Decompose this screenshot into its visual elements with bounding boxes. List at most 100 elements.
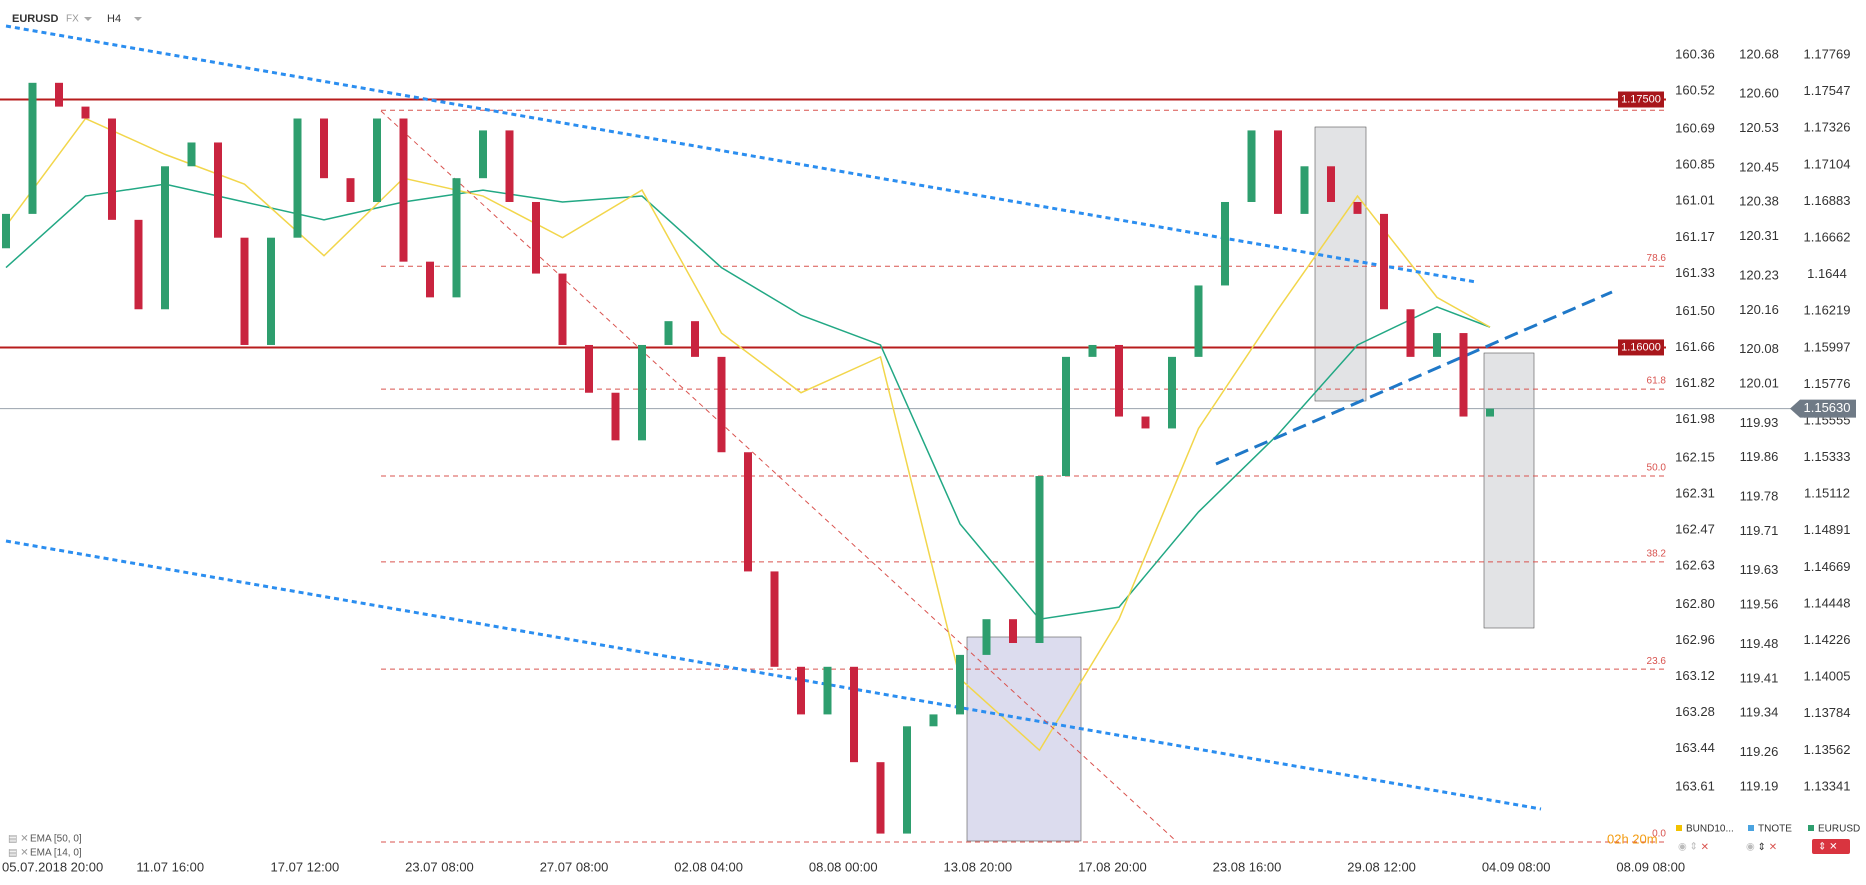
fib-label: 0.0 xyxy=(1652,829,1666,840)
y-tick-label: 1.13784 xyxy=(1804,705,1851,720)
candle-body xyxy=(850,666,858,763)
y-tick-label: 119.86 xyxy=(1740,449,1779,464)
y-tick-label: 119.71 xyxy=(1740,523,1779,538)
y-tick-label: 120.45 xyxy=(1739,159,1779,174)
candle-body xyxy=(240,237,249,345)
candle-body xyxy=(585,344,593,393)
trend-line xyxy=(5,539,1542,811)
last-price-bg xyxy=(1790,399,1856,418)
candle-body xyxy=(1062,356,1070,477)
candle-body xyxy=(1274,130,1282,214)
candle-body xyxy=(2,213,10,249)
legend-icon[interactable]: ▤ ✕ xyxy=(8,834,29,845)
trend-line xyxy=(1215,290,1613,466)
level-label-bg xyxy=(1618,339,1664,356)
y-tick-label: 1.16883 xyxy=(1804,193,1851,208)
candle-body xyxy=(1168,356,1176,429)
y-tick-label: 162.31 xyxy=(1675,486,1715,501)
y-tick-label: 1.13341 xyxy=(1804,778,1851,793)
y-tick-label: 161.82 xyxy=(1675,375,1715,390)
x-tick-label: 13.08 20:00 xyxy=(943,859,1012,874)
x-tick-label: 17.08 20:00 xyxy=(1078,859,1147,874)
candle-body xyxy=(691,321,699,357)
x-tick-label: 08.09 08:00 xyxy=(1616,859,1685,874)
candles xyxy=(2,82,1494,834)
level-label: 1.16000 xyxy=(1621,341,1661,353)
y-tick-label: 120.01 xyxy=(1739,376,1779,391)
candle-body xyxy=(426,261,434,298)
candle-body xyxy=(744,452,752,572)
candle-body xyxy=(1459,333,1468,417)
y-tick-label: 161.01 xyxy=(1675,193,1715,208)
y-tick-label: 160.52 xyxy=(1675,82,1715,97)
y-tick-label: 119.78 xyxy=(1740,489,1779,504)
instrument-swatch xyxy=(1676,825,1682,831)
y-tick-label: 163.61 xyxy=(1675,778,1715,793)
range-box xyxy=(1483,352,1535,629)
candle-body xyxy=(187,142,196,167)
range-box xyxy=(1314,126,1367,402)
legend-entry: EMA [14, 0] xyxy=(30,848,82,859)
legend-icon[interactable]: ▤ ✕ xyxy=(8,848,29,859)
y-tick-label: 161.17 xyxy=(1675,229,1715,244)
range-box xyxy=(966,636,1082,842)
candle-body xyxy=(1300,166,1309,214)
y-tick-label: 1.13562 xyxy=(1804,742,1851,757)
timeframe[interactable]: H4 xyxy=(107,13,121,25)
x-tick-label: 11.07 16:00 xyxy=(136,859,204,874)
instrument-controls[interactable]: ◉ ⇕ ✕ xyxy=(1746,842,1777,853)
candle-body xyxy=(611,392,620,441)
candle-body xyxy=(452,178,461,298)
y-tick-label: 161.33 xyxy=(1675,265,1715,280)
candle-body xyxy=(320,118,328,179)
candle-body xyxy=(55,82,63,107)
candle-body xyxy=(134,219,143,310)
candle-body xyxy=(982,619,991,655)
y-tick-label: 163.12 xyxy=(1675,668,1715,683)
instrument-controls[interactable]: ⇕ ✕ xyxy=(1818,842,1838,853)
candle-body xyxy=(1221,201,1229,286)
candle-body xyxy=(558,273,567,345)
y-tick-label: 120.53 xyxy=(1739,120,1779,135)
instrument-name: EURUSD xyxy=(1818,824,1860,835)
y-tick-label: 1.16219 xyxy=(1804,303,1851,318)
y-tick-label: 1.17104 xyxy=(1804,156,1851,171)
y-tick-label: 1.15997 xyxy=(1804,339,1851,354)
instrument-swatch xyxy=(1748,825,1754,831)
candle-body xyxy=(1433,333,1441,357)
axes: 1.17769 1.17547 1.17326 1.17104 1.16883 1.166… xyxy=(2,46,1860,874)
ema-line xyxy=(5,183,1491,620)
market[interactable]: FX xyxy=(66,14,79,25)
candle-body xyxy=(1247,130,1256,202)
candle-body xyxy=(956,654,964,715)
dropdown-arrow xyxy=(84,17,142,21)
y-tick-label: 1.15776 xyxy=(1804,376,1851,391)
candle-body xyxy=(1327,166,1335,202)
candle-body xyxy=(770,571,779,667)
y-tick-label: 1.14226 xyxy=(1804,632,1851,647)
y-tick-label: 163.44 xyxy=(1675,740,1715,755)
candle-body xyxy=(505,130,514,202)
candle-body xyxy=(267,237,275,345)
candle-body xyxy=(1141,416,1150,429)
y-tick-label: 120.08 xyxy=(1739,341,1779,356)
y-tick-label: 1.17547 xyxy=(1804,83,1851,98)
candle-body xyxy=(346,178,355,202)
candle-body xyxy=(28,82,37,214)
y-tick-label: 162.15 xyxy=(1675,450,1715,465)
y-tick-label: 120.68 xyxy=(1739,46,1779,61)
instrument-name: TNOTE xyxy=(1758,824,1792,835)
candle-body xyxy=(1035,476,1044,643)
candle-body xyxy=(1088,344,1097,357)
y-tick-label: 119.26 xyxy=(1740,744,1779,759)
candle-body xyxy=(373,118,381,202)
instrument-controls[interactable]: ◉ ⇕ ✕ xyxy=(1678,842,1709,853)
x-tick-label: 23.08 16:00 xyxy=(1213,859,1282,874)
x-tick-label: 02.08 04:00 xyxy=(674,859,743,874)
y-tick-label: 160.85 xyxy=(1675,157,1715,172)
y-tick-label: 119.48 xyxy=(1740,636,1779,651)
fib-label: 50.0 xyxy=(1647,463,1667,474)
